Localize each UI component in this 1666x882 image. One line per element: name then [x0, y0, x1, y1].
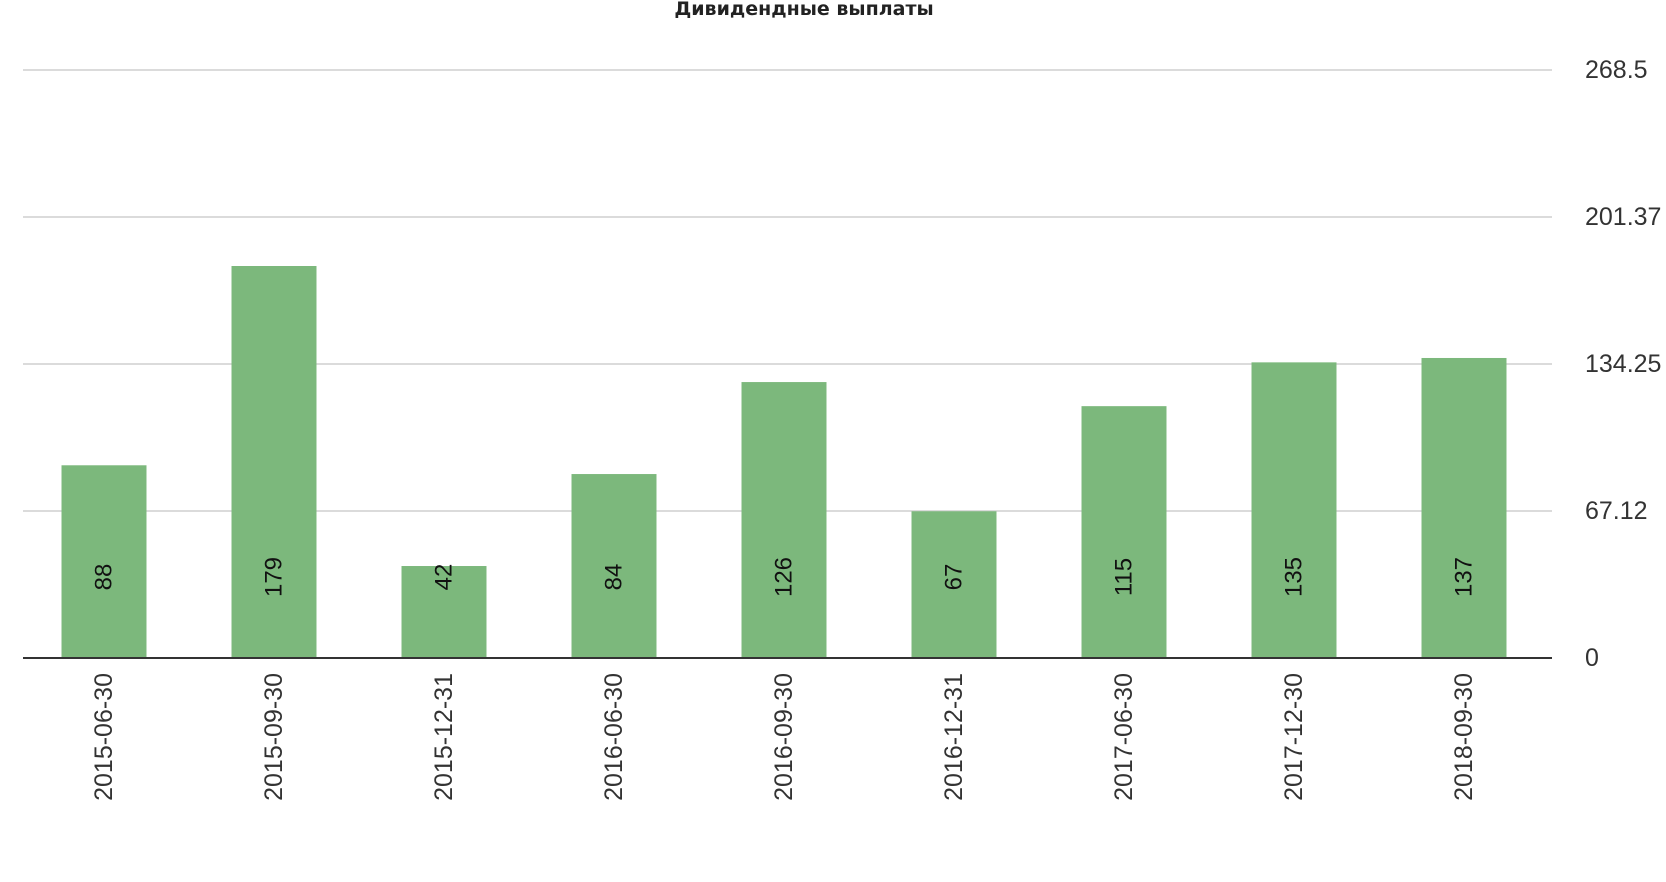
x-tick-label: 2017-06-30 [1110, 673, 1138, 801]
bar [741, 382, 827, 658]
data-label: 42 [431, 564, 458, 591]
x-axis-tick-labels: 2015-06-30 2015-09-30 2015-12-31 2016-06-30… [90, 673, 1478, 801]
bar [911, 511, 997, 658]
y-tick-label: 134.25 [1585, 350, 1661, 378]
y-tick-label: 201.37 [1585, 203, 1661, 231]
data-labels: 88 179 42 84 126 67 115 135 137 [91, 557, 1478, 597]
x-tick-label: 2015-12-31 [430, 673, 458, 801]
bar [1421, 357, 1507, 658]
data-label: 88 [91, 564, 118, 591]
bar [231, 266, 317, 658]
data-label: 126 [771, 557, 798, 597]
x-tick-label: 2016-09-30 [770, 673, 798, 801]
x-tick-label: 2016-06-30 [600, 673, 628, 801]
data-label: 84 [601, 564, 628, 591]
data-label: 179 [261, 557, 288, 597]
x-tick-label: 2015-06-30 [90, 673, 118, 801]
bar [1251, 362, 1337, 658]
chart-title: Дивидендные выплаты [674, 0, 933, 20]
y-tick-label: 268.5 [1585, 56, 1648, 84]
data-label: 67 [941, 564, 968, 591]
y-tick-label: 0 [1585, 644, 1599, 672]
bar [1081, 406, 1167, 658]
x-tick-label: 2015-09-30 [260, 673, 288, 801]
data-label: 137 [1451, 557, 1478, 597]
y-tick-label: 67.12 [1585, 497, 1648, 525]
data-label: 135 [1281, 557, 1308, 597]
x-tick-label: 2018-09-30 [1450, 673, 1478, 801]
y-axis-tick-labels: 0 67.12 134.25 201.37 268.5 [1585, 56, 1661, 672]
bar [401, 566, 487, 658]
x-tick-label: 2016-12-31 [940, 673, 968, 801]
data-label: 115 [1111, 558, 1138, 596]
bar [61, 465, 147, 658]
x-tick-label: 2017-12-30 [1280, 673, 1308, 801]
bars [61, 266, 1507, 658]
bar [571, 474, 657, 658]
